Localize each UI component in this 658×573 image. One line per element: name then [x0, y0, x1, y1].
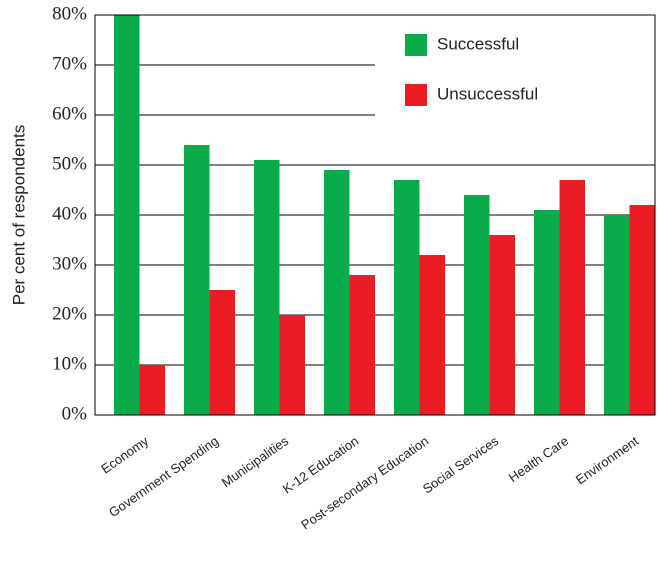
bar-successful-1 — [184, 145, 210, 415]
bar-unsuccessful-5 — [489, 235, 515, 415]
y-tick-label: 50% — [52, 153, 87, 174]
bar-successful-4 — [394, 180, 420, 415]
legend-swatch-successful — [405, 34, 427, 56]
bar-unsuccessful-3 — [349, 275, 375, 415]
legend-label-unsuccessful: Unsuccessful — [437, 84, 538, 103]
x-category-label: Economy — [98, 433, 151, 477]
bar-successful-5 — [464, 195, 490, 415]
y-tick-label: 40% — [52, 203, 87, 224]
y-ticks: 0% 10% 20% 30% 40% 50% 60% 70% 80% — [52, 3, 87, 424]
x-category-label: Municipalities — [219, 433, 292, 490]
y-tick-label: 0% — [62, 403, 88, 424]
bar-successful-2 — [254, 160, 280, 415]
legend-swatch-unsuccessful — [405, 84, 427, 106]
bar-unsuccessful-0 — [139, 365, 165, 415]
plot-border — [94, 14, 656, 416]
legend: Successful Unsuccessful — [405, 34, 538, 106]
y-axis-label: Per cent of respondents — [9, 125, 28, 306]
x-category-label: Health Care — [506, 433, 571, 485]
bar-successful-3 — [324, 170, 350, 415]
x-category-label: Post-secondary Education — [298, 433, 431, 532]
x-category-label: Social Services — [420, 433, 502, 497]
bar-unsuccessful-6 — [559, 180, 585, 415]
bars — [114, 15, 655, 415]
bar-unsuccessful-4 — [419, 255, 445, 415]
y-tick-label: 10% — [52, 353, 87, 374]
y-tick-label: 20% — [52, 303, 87, 324]
y-tick-label: 80% — [52, 3, 87, 24]
bar-successful-7 — [604, 215, 630, 415]
x-category-label: Environment — [573, 433, 642, 487]
bar-successful-6 — [534, 210, 560, 415]
y-tick-label: 70% — [52, 53, 87, 74]
bar-unsuccessful-7 — [629, 205, 655, 415]
legend-label-successful: Successful — [437, 34, 519, 53]
plot-frame — [94, 14, 656, 416]
y-tick-label: 30% — [52, 253, 87, 274]
bar-successful-0 — [114, 15, 140, 415]
bar-unsuccessful-1 — [209, 290, 235, 415]
y-tick-label: 60% — [52, 103, 87, 124]
bar-unsuccessful-2 — [279, 315, 305, 415]
